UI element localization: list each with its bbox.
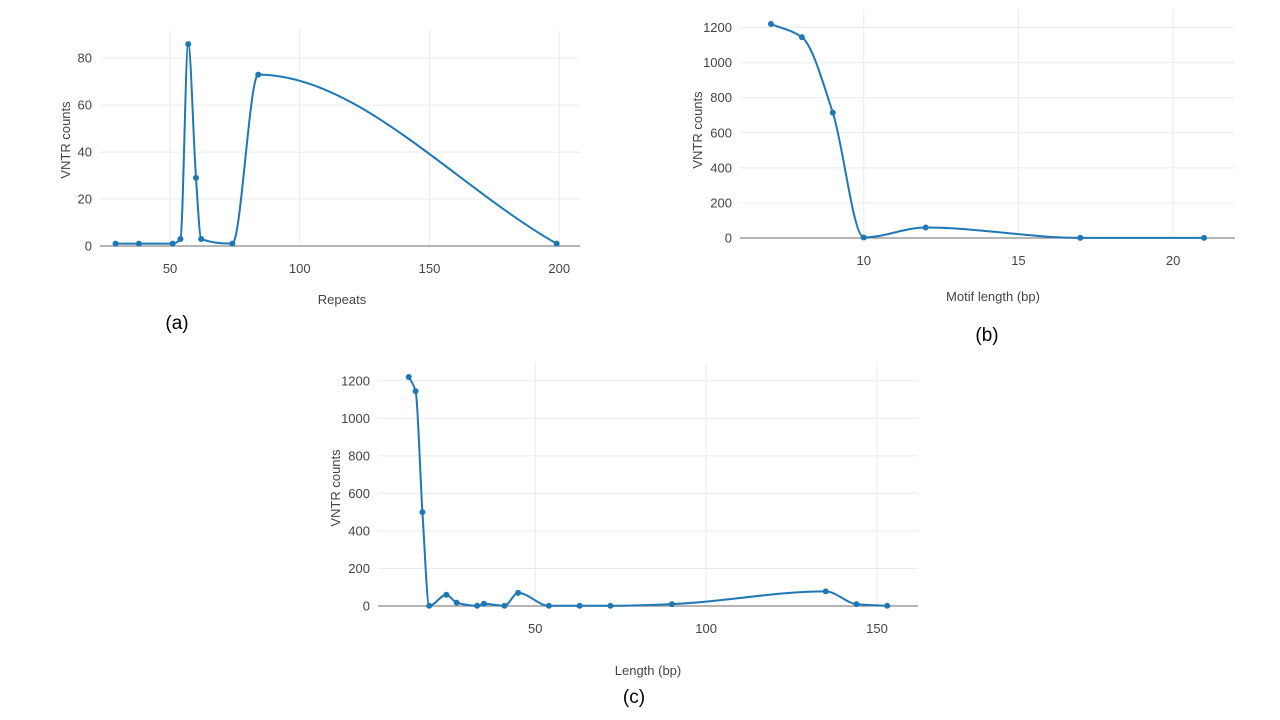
y-tick-label: 1000 bbox=[341, 411, 370, 426]
y-tick-label: 20 bbox=[78, 192, 92, 207]
data-point bbox=[515, 589, 522, 596]
data-point bbox=[453, 599, 460, 606]
y-tick-label: 1200 bbox=[703, 20, 732, 35]
y-axis-title: VNTR counts bbox=[690, 91, 705, 169]
data-point bbox=[798, 34, 805, 41]
chart-panel-3: 50 100 150 0 200 400 600 800 1000 1200 Length (bp)… bbox=[328, 362, 918, 708]
data-point bbox=[922, 224, 929, 231]
data-point bbox=[545, 602, 552, 609]
x-tick-label: 100 bbox=[289, 261, 311, 276]
y-axis-title: VNTR counts bbox=[328, 449, 343, 527]
panel-label: (c) bbox=[623, 687, 645, 708]
data-point bbox=[426, 602, 433, 609]
data-point bbox=[607, 602, 614, 609]
x-tick-label: 50 bbox=[528, 621, 542, 636]
x-axis-title: Motif length (bp) bbox=[946, 289, 1040, 304]
data-point bbox=[860, 234, 867, 241]
y-tick-label: 400 bbox=[710, 160, 732, 175]
data-point bbox=[474, 602, 481, 609]
series-line bbox=[770, 23, 1205, 239]
x-tick-label: 15 bbox=[1011, 253, 1025, 268]
data-point bbox=[169, 240, 176, 247]
data-point bbox=[480, 600, 487, 607]
data-point bbox=[576, 602, 583, 609]
data-point bbox=[443, 591, 450, 598]
y-axis-title: VNTR counts bbox=[58, 101, 73, 179]
y-tick-label: 1000 bbox=[703, 55, 732, 70]
data-point bbox=[193, 174, 199, 181]
data-point bbox=[767, 21, 774, 28]
data-point bbox=[229, 240, 236, 247]
data-point bbox=[553, 240, 560, 247]
y-tick-label: 800 bbox=[348, 448, 370, 463]
data-point bbox=[884, 602, 891, 609]
x-tick-label: 150 bbox=[419, 261, 441, 276]
y-tick-label: 0 bbox=[363, 599, 370, 614]
y-tick-label: 80 bbox=[78, 51, 92, 66]
y-tick-label: 40 bbox=[78, 145, 92, 160]
data-point bbox=[1077, 234, 1084, 241]
data-point bbox=[185, 41, 192, 48]
y-tick-label: 0 bbox=[725, 231, 732, 246]
x-tick-label: 150 bbox=[866, 621, 888, 636]
panel-label: (a) bbox=[165, 313, 188, 334]
data-point bbox=[853, 601, 860, 608]
data-point bbox=[198, 235, 205, 242]
data-point bbox=[1201, 234, 1208, 241]
y-tick-label: 400 bbox=[348, 523, 370, 538]
panel-label: (b) bbox=[975, 325, 998, 346]
data-point bbox=[112, 240, 119, 247]
x-tick-label: 200 bbox=[548, 261, 570, 276]
data-point bbox=[255, 71, 262, 78]
y-tick-label: 200 bbox=[348, 561, 370, 576]
series-line bbox=[407, 376, 888, 607]
data-point bbox=[412, 388, 419, 395]
data-point bbox=[822, 588, 829, 595]
x-tick-label: 100 bbox=[695, 621, 717, 636]
x-axis-title: Length (bp) bbox=[615, 663, 682, 678]
data-point bbox=[668, 601, 675, 608]
y-tick-label: 0 bbox=[85, 239, 92, 254]
x-tick-label: 10 bbox=[857, 253, 871, 268]
data-point bbox=[135, 240, 142, 247]
y-tick-label: 60 bbox=[78, 98, 92, 113]
data-point bbox=[177, 235, 184, 242]
x-tick-label: 20 bbox=[1166, 253, 1180, 268]
y-tick-label: 600 bbox=[348, 486, 370, 501]
data-point bbox=[501, 602, 508, 609]
data-point bbox=[829, 109, 836, 116]
x-tick-label: 50 bbox=[163, 261, 177, 276]
x-axis-title: Repeats bbox=[318, 292, 367, 307]
y-tick-label: 1200 bbox=[341, 373, 370, 388]
series-line bbox=[115, 43, 558, 245]
chart-panel-1: 50 100 150 200 0 20 40 60 80 Repeats VNTR counts (a… bbox=[58, 30, 580, 334]
y-tick-label: 800 bbox=[710, 90, 732, 105]
data-point bbox=[405, 374, 412, 381]
y-tick-label: 200 bbox=[710, 195, 732, 210]
data-point bbox=[419, 509, 426, 516]
y-tick-label: 600 bbox=[710, 125, 732, 140]
